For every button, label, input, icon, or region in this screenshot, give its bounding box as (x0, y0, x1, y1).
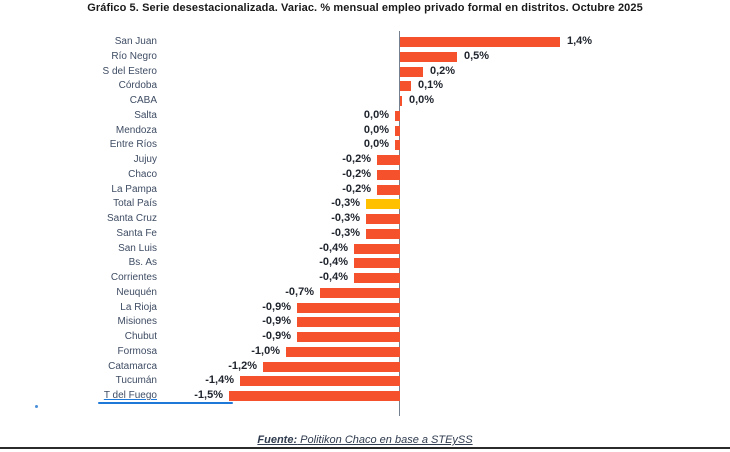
value-label-mendoza: 0,0% (363, 123, 389, 136)
category-label-la-rioja: La Rioja (120, 301, 157, 313)
value-label-la-pampa: -0,2% (342, 182, 371, 195)
category-label-tucuman: Tucumán (115, 375, 157, 387)
value-label-bs-as: -0,4% (319, 256, 348, 269)
value-label-tucuman: -1,4% (205, 374, 234, 387)
value-label-santa-fe: -0,3% (331, 226, 360, 239)
category-label-neuquen: Neuquén (116, 286, 157, 298)
value-label-caba: 0,0% (409, 94, 435, 106)
source-caption-prefix: Fuente: (257, 434, 298, 446)
value-label-cordoba: 0,1% (418, 79, 444, 92)
category-label-corrientes: Corrientes (110, 272, 157, 283)
bar-jujuy (377, 155, 400, 165)
category-label-catamarca: Catamarca (108, 360, 157, 372)
bar-misiones (297, 317, 400, 328)
category-label-entre-rios: Entre Ríos (109, 139, 157, 151)
category-label-mendoza: Mendoza (115, 124, 157, 136)
bar-neuquen (320, 287, 400, 298)
value-label-s-del-estero: 0,2% (430, 64, 456, 77)
stray-blue-dot (35, 405, 38, 408)
chart-title: Gráfico 5. Serie desestacionalizada. Var… (87, 2, 643, 14)
source-caption-text: Politikon Chaco en base a STEySS (297, 434, 473, 446)
bar-caba (400, 96, 402, 106)
value-label-santa-cruz: -0,3% (331, 212, 360, 224)
bar-rio-negro (400, 51, 457, 62)
bar-chubut (297, 332, 400, 342)
category-label-chaco: Chaco (128, 168, 157, 180)
value-label-total-pais: -0,3% (331, 197, 360, 210)
bar-mendoza (395, 125, 400, 136)
value-label-t-del-fuego: -1,5% (194, 389, 223, 401)
category-label-bs-as: Bs. As (128, 257, 157, 269)
bar-santa-fe (366, 228, 400, 239)
source-caption: Fuente: Politikon Chaco en base a STEySS (0, 434, 730, 446)
value-label-san-luis: -0,4% (319, 241, 348, 254)
bar-santa-cruz (366, 214, 400, 224)
value-label-salta: 0,0% (363, 108, 389, 121)
bar-s-del-estero (400, 66, 423, 77)
bar-la-pampa (377, 184, 400, 195)
category-label-jujuy: Jujuy (133, 154, 157, 165)
bar-bs-as (354, 258, 400, 269)
bar-catamarca (263, 361, 400, 372)
value-label-misiones: -0,9% (262, 315, 291, 328)
category-label-la-pampa: La Pampa (111, 183, 157, 195)
category-label-misiones: Misiones (117, 316, 157, 328)
category-label-total-pais: Total País (113, 198, 157, 210)
category-label-san-luis: San Luis (118, 242, 157, 254)
category-label-rio-negro: Río Negro (111, 50, 157, 62)
category-label-chubut: Chubut (124, 331, 157, 342)
value-label-jujuy: -0,2% (342, 153, 371, 165)
blue-underline-annotation (98, 402, 233, 404)
category-label-cordoba: Córdoba (118, 80, 157, 92)
category-label-s-del-estero: S del Estero (102, 65, 157, 77)
bottom-rule (0, 447, 730, 449)
category-label-santa-fe: Santa Fe (116, 227, 157, 239)
bar-san-juan (400, 37, 560, 47)
value-label-rio-negro: 0,5% (464, 49, 490, 62)
value-label-san-juan: 1,4% (567, 35, 593, 47)
category-label-t-del-fuego: T del Fuego (103, 390, 157, 401)
value-label-chaco: -0,2% (342, 167, 371, 180)
value-label-neuquen: -0,7% (285, 285, 314, 298)
category-label-formosa: Formosa (117, 345, 157, 357)
bar-la-rioja (297, 302, 400, 313)
category-label-caba: CABA (129, 95, 157, 106)
bar-salta (395, 110, 400, 121)
bar-t-del-fuego (229, 391, 400, 401)
value-label-la-rioja: -0,9% (262, 300, 291, 313)
bar-corrientes (354, 273, 400, 283)
category-label-santa-cruz: Santa Cruz (106, 213, 157, 224)
value-label-formosa: -1,0% (251, 344, 280, 357)
bar-cordoba (400, 81, 411, 92)
bar-formosa (286, 346, 400, 357)
bar-entre-rios (395, 140, 400, 151)
bar-tucuman (240, 376, 400, 387)
value-label-entre-rios: 0,0% (363, 138, 389, 151)
value-label-chubut: -0,9% (262, 330, 291, 342)
value-label-corrientes: -0,4% (319, 271, 348, 283)
bar-san-luis (354, 243, 400, 254)
bar-total-pais (366, 199, 400, 210)
category-label-san-juan: San Juan (114, 36, 157, 47)
category-label-salta: Salta (134, 109, 157, 121)
bar-chaco (377, 169, 400, 180)
value-label-catamarca: -1,2% (228, 359, 257, 372)
